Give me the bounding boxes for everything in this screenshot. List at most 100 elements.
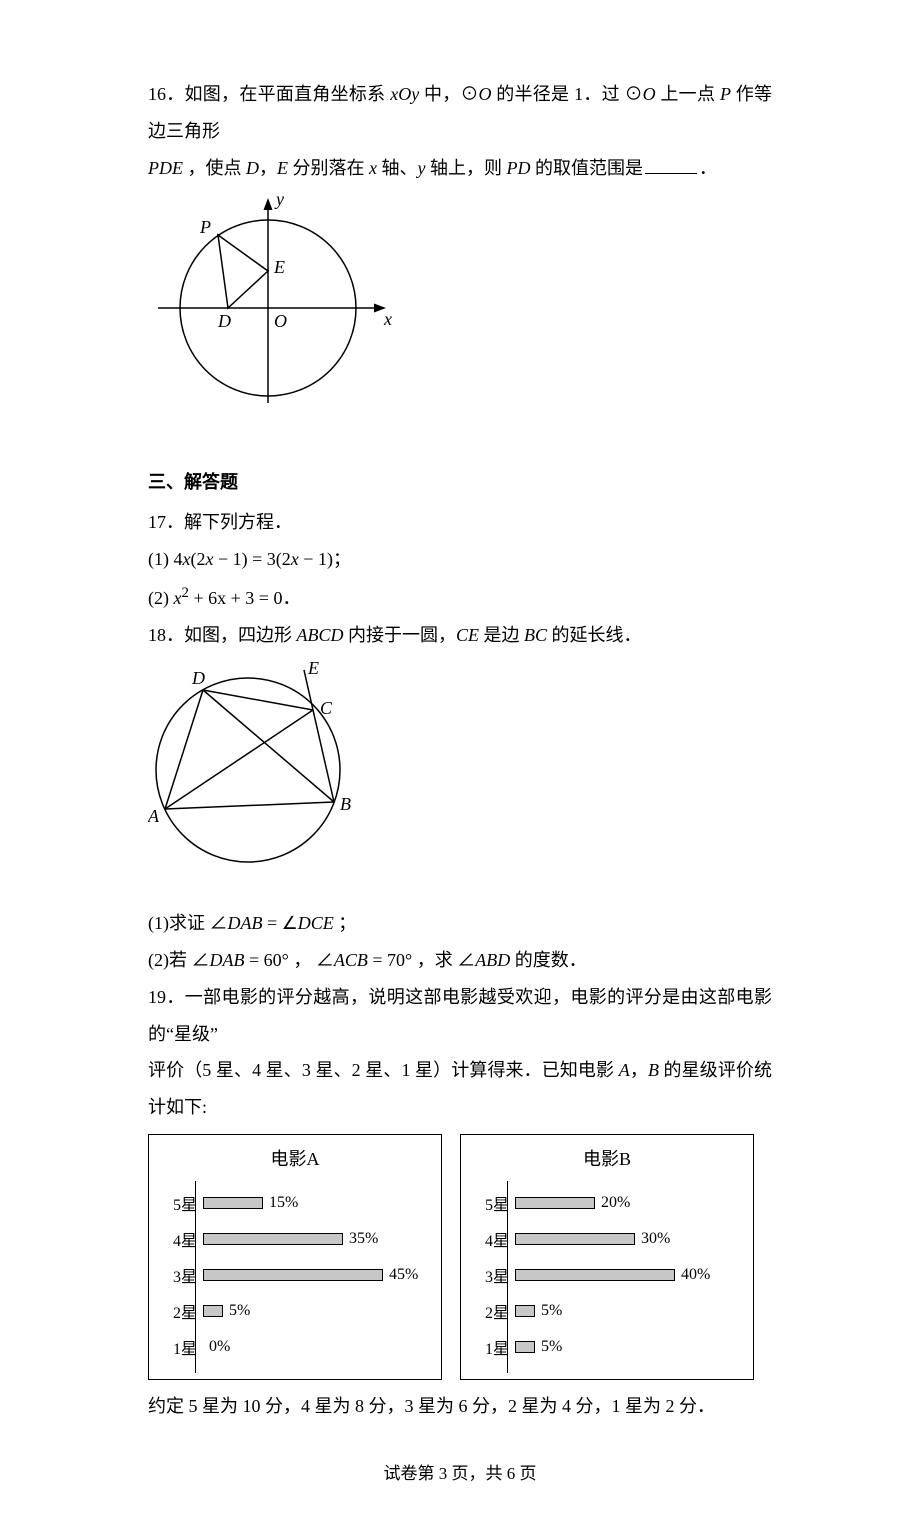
bar-row: 1星 5% xyxy=(469,1329,743,1365)
q18-d: 的延长线． xyxy=(547,625,642,645)
bar-rect xyxy=(203,1269,383,1281)
bar-category-label: 5星 xyxy=(469,1191,515,1215)
q18-BC: BC xyxy=(524,625,547,645)
q18-svg: D E C A B xyxy=(148,660,368,870)
fig18-A: A xyxy=(148,806,160,826)
fig18-B: B xyxy=(340,794,351,814)
page: 16．如图，在平面直角坐标系 xOy 中，⊙O 的半径是 1．过 ⊙O 上一点 … xyxy=(0,0,920,1532)
bar-category-label: 4星 xyxy=(157,1227,203,1251)
q16-D: D xyxy=(246,158,259,178)
bar-track: 35% xyxy=(203,1230,431,1248)
bar-row: 5星 20% xyxy=(469,1185,743,1221)
bar-rect xyxy=(203,1233,343,1245)
bar-track: 40% xyxy=(515,1266,743,1284)
q16-xy: xOy xyxy=(390,84,419,104)
bar-category-label: 2星 xyxy=(157,1299,203,1323)
q17-p1-prefix: (1) xyxy=(148,549,174,569)
fig16-y-label: y xyxy=(274,193,284,209)
bar-value-label: 30% xyxy=(635,1230,670,1248)
bar-row: 2星5% xyxy=(157,1293,431,1329)
q16-run1: 16．如图，在平面直角坐标系 xyxy=(148,84,390,104)
chart-B-title: 电影B xyxy=(461,1135,753,1185)
bar-value-label: 40% xyxy=(675,1266,710,1284)
q17-p2-prefix: (2) xyxy=(148,588,174,608)
fig18-E: E xyxy=(307,660,319,678)
q18-p2: (2)若 ∠DAB = 60° ， ∠ACB = 70° ，求 ∠ABD 的度数… xyxy=(148,942,772,979)
bar-track: 45% xyxy=(203,1266,431,1284)
q16-PD: PD xyxy=(507,158,531,178)
bar-rect xyxy=(515,1233,635,1245)
bar-track: 5% xyxy=(515,1338,743,1356)
q16-O2: O xyxy=(643,84,656,104)
q16-line2: PDE ，使点 D，E 分别落在 x 轴、y 轴上，则 PD 的取值范围是． xyxy=(148,150,772,187)
bar-row: 4星 35% xyxy=(157,1221,431,1257)
bar-category-label: 4星 xyxy=(469,1227,515,1251)
bar-track: 0% xyxy=(203,1338,431,1356)
q16-l2e: 轴、 xyxy=(377,158,418,178)
q16-y: y xyxy=(418,158,426,178)
q16-line1: 16．如图，在平面直角坐标系 xOy 中，⊙O 的半径是 1．过 ⊙O 上一点 … xyxy=(148,76,772,150)
bar-rect xyxy=(515,1341,535,1353)
q18-p1: (1)求证 ∠DAB = ∠DCE ； xyxy=(148,905,772,942)
q17-p2-x: x xyxy=(174,588,182,608)
bar-value-label: 5% xyxy=(535,1302,562,1320)
charts-row: 电影A 5星15%4星35%3星45%2星5%1星0% 电影B 5星20%4星3… xyxy=(148,1134,772,1380)
chart-B: 电影B 5星20%4星30%3星40%2星5%1星5% xyxy=(460,1134,754,1380)
bar-track: 5% xyxy=(203,1302,431,1320)
bar-value-label: 35% xyxy=(343,1230,378,1248)
bar-value-label: 5% xyxy=(535,1338,562,1356)
bar-track: 5% xyxy=(515,1302,743,1320)
q18-figure: D E C A B xyxy=(148,660,772,883)
bar-track: 30% xyxy=(515,1230,743,1248)
bar-value-label: 0% xyxy=(203,1338,230,1356)
q18-ABCD: ABCD xyxy=(297,625,344,645)
q18-c: 是边 xyxy=(479,625,524,645)
q16-run3: 的半径是 1．过 ⊙ xyxy=(492,84,643,104)
bar-track: 15% xyxy=(203,1194,431,1212)
q17-p2: (2) x2 + 6x + 3 = 0． xyxy=(148,578,772,617)
q19-line1: 19．一部电影的评分越高，说明这部电影越受欢迎，电影的评分是由这部电影的“星级” xyxy=(148,979,772,1053)
bar-category-label: 2星 xyxy=(469,1299,515,1323)
q16-period: ． xyxy=(699,158,717,178)
q16-run4: 上一点 xyxy=(656,84,720,104)
chart-A: 电影A 5星15%4星35%3星45%2星5%1星0% xyxy=(148,1134,442,1380)
q16-E: E xyxy=(277,158,288,178)
q16-P: P xyxy=(720,84,731,104)
bar-row: 4星 30% xyxy=(469,1221,743,1257)
q17-p1-suffix: ； xyxy=(333,549,351,569)
q18-stem: 18．如图，四边形 ABCD 内接于一圆，CE 是边 BC 的延长线． xyxy=(148,617,772,654)
bar-row: 3星45% xyxy=(157,1257,431,1293)
page-footer: 试卷第 3 页，共 6 页 xyxy=(148,1457,772,1492)
q18-CE: CE xyxy=(456,625,479,645)
q16-l2f: 轴上，则 xyxy=(426,158,507,178)
q16-blank xyxy=(645,155,697,174)
fig18-D: D xyxy=(191,668,205,688)
q16-run2: 中，⊙ xyxy=(419,84,478,104)
q19-line2: 评价（5 星、4 星、3 星、2 星、1 星）计算得来．已知电影 A，B 的星级… xyxy=(148,1052,772,1126)
bar-rect xyxy=(203,1197,263,1209)
q18-a: 18．如图，四边形 xyxy=(148,625,297,645)
q16-PDE: PDE xyxy=(148,158,183,178)
q18-b: 内接于一圆， xyxy=(344,625,457,645)
bar-value-label: 20% xyxy=(595,1194,630,1212)
bar-row: 2星 5% xyxy=(469,1293,743,1329)
bar-category-label: 3星 xyxy=(157,1263,203,1287)
q19-after: 约定 5 星为 10 分，4 星为 8 分，3 星为 6 分，2 星为 4 分，… xyxy=(148,1388,772,1425)
bar-category-label: 1星 xyxy=(469,1335,515,1359)
fig16-P-label: P xyxy=(199,217,211,237)
bar-row: 5星15% xyxy=(157,1185,431,1221)
bar-row: 1星0% xyxy=(157,1329,431,1365)
bar-rect xyxy=(515,1305,535,1317)
bar-category-label: 5星 xyxy=(157,1191,203,1215)
q17-stem: 17．解下列方程． xyxy=(148,504,772,541)
q18-p1-text: (1)求证 ∠DAB = ∠DCE ； xyxy=(148,913,356,933)
bar-rect xyxy=(515,1197,595,1209)
q16-x: x xyxy=(369,158,377,178)
chart-A-title: 电影A xyxy=(149,1135,441,1185)
fig16-O-label: O xyxy=(274,311,287,331)
bar-category-label: 1星 xyxy=(157,1335,203,1359)
bar-rect xyxy=(515,1269,675,1281)
bar-rect xyxy=(203,1305,223,1317)
q17-p1: (1) 4x(2x − 1) = 3(2x − 1)； xyxy=(148,541,772,578)
section-3-title: 三、解答题 xyxy=(148,464,772,501)
